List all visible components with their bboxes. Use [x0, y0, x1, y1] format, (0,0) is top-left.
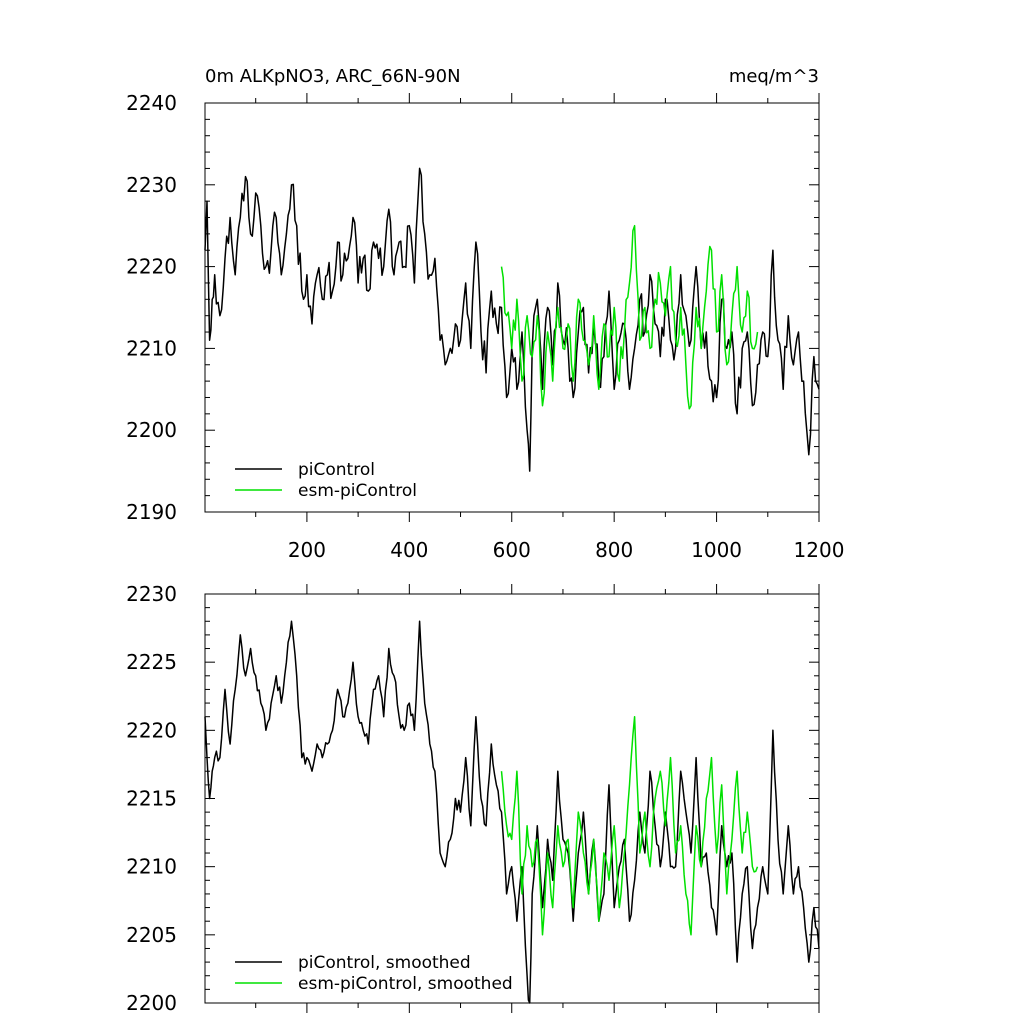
x-tick-label: 200: [288, 538, 326, 562]
bottom-legend: piControl, smoothed esm-piControl, smoot…: [235, 953, 513, 994]
top-title-right: meq/m^3: [729, 66, 819, 87]
x-tick-label: 600: [493, 538, 531, 562]
bottom-panel: 2200 2205 2210 2215 2220 2225 2230 piControl, …: [126, 582, 820, 1015]
y-tick-label: 2240: [126, 91, 177, 115]
legend-label-picontrol-smoothed: piControl, smoothed: [298, 953, 471, 973]
y-tick-label: 2210: [126, 855, 177, 879]
series-line-picontrol: [204, 167, 820, 472]
y-tick-label: 2215: [126, 787, 177, 811]
y-tick-label: 2205: [126, 923, 177, 947]
top-panel: 0m ALKpNO3, ARC_66N-90N meq/m^3 200 400 60…: [126, 66, 844, 562]
top-legend: piControl esm-piControl: [235, 460, 417, 501]
bottom-ticks: 2200 2205 2210 2215 2220 2225 2230: [126, 582, 820, 1015]
x-tick-label: 1200: [794, 538, 845, 562]
y-tick-label: 2220: [126, 718, 177, 742]
bottom-series-lines: [204, 620, 820, 1004]
legend-label-picontrol: piControl: [298, 460, 375, 480]
y-tick-label: 2220: [126, 255, 177, 279]
series-line-esm-picontrol: [500, 224, 759, 410]
y-tick-label: 2230: [126, 173, 177, 197]
bottom-plot-frame: [204, 593, 820, 1004]
legend-label-esm-picontrol-smoothed: esm-piControl, smoothed: [298, 974, 513, 994]
x-tick-label: 800: [595, 538, 633, 562]
top-title-left: 0m ALKpNO3, ARC_66N-90N: [205, 66, 461, 87]
series-line-esm-picontrol-smoothed: [500, 715, 759, 936]
y-tick-label: 2200: [126, 991, 177, 1015]
y-tick-label: 2200: [126, 418, 177, 442]
top-plot-frame: [204, 102, 820, 513]
legend-label-esm-picontrol: esm-piControl: [298, 481, 417, 501]
top-series-lines: [204, 167, 820, 472]
y-tick-label: 2210: [126, 336, 177, 360]
top-ticks: 200 400 600 800 1000 1200 2190 2200 2210 2220 2230…: [126, 91, 844, 562]
y-tick-label: 2230: [126, 582, 177, 606]
y-tick-label: 2190: [126, 500, 177, 524]
x-tick-label: 400: [390, 538, 428, 562]
y-tick-label: 2225: [126, 650, 177, 674]
x-tick-label: 1000: [691, 538, 742, 562]
series-line-picontrol-smoothed: [204, 620, 820, 1004]
